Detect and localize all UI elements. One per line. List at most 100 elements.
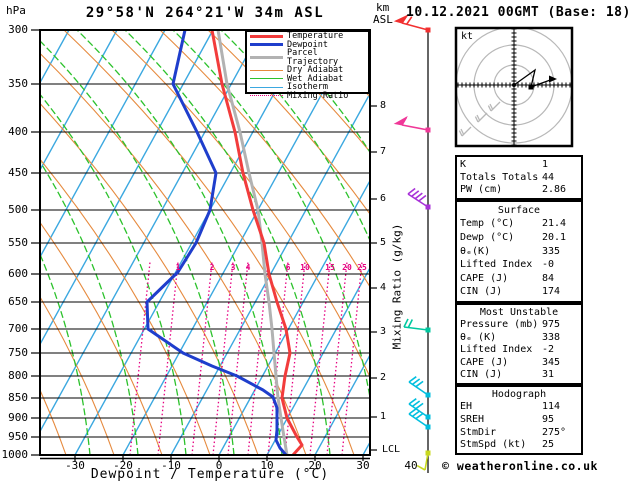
legend-item: Dry Adiabat — [247, 66, 368, 75]
legend-item: Wet Adiabat — [247, 73, 368, 84]
index-value: 44 — [542, 171, 555, 183]
pressure-tick-label: 1000 — [1, 448, 29, 461]
hodograph-kt-label: kt — [461, 31, 474, 42]
km-tick-label: 3 — [380, 326, 387, 337]
pressure-tick-label: 350 — [8, 77, 28, 90]
pressure-tick-label: 750 — [8, 346, 28, 359]
lcl-label: LCL — [382, 444, 401, 455]
km-tick-label: 8 — [380, 100, 387, 111]
km-tick-label: 5 — [380, 237, 387, 248]
index-panel-title: Hodograph — [491, 388, 547, 400]
index-label: StmDir — [460, 426, 497, 438]
pressure-tick-label: 550 — [8, 236, 28, 249]
index-label: Dewp (°C) — [460, 231, 515, 243]
hodograph-ghost-barb — [458, 126, 472, 137]
index-panel-row: SREH 95 — [457, 414, 581, 425]
temperature-tick-label: -30 — [65, 459, 85, 472]
pressure-tick-label: 500 — [8, 203, 28, 216]
legend-item-label: Wet Adiabat — [287, 73, 344, 84]
legend-line-sample — [250, 95, 283, 97]
mixing-ratio-axis-label: Mixing Ratio (g/kg) — [390, 223, 404, 350]
index-label: CAPE (J) — [460, 356, 509, 368]
temperature-tick-label: -10 — [161, 459, 181, 472]
index-panel-row: EH 114 — [457, 402, 581, 412]
index-value: 31 — [542, 369, 555, 381]
x-axis-label: Dewpoint / Temperature (°C) — [90, 467, 330, 482]
index-value: 20.1 — [542, 231, 567, 243]
legend-box: Temperature Dewpoint Parcel Trajectory Dry … — [245, 30, 370, 100]
hodograph-trace — [513, 68, 554, 89]
index-label: EH — [460, 401, 473, 413]
index-value: 174 — [542, 286, 561, 298]
index-panel-row: StmDir 275° — [457, 426, 581, 438]
pressure-tick-label: 900 — [8, 411, 28, 424]
temperature-tick-label: 20 — [308, 459, 322, 472]
index-label: K — [460, 158, 467, 170]
legend-line-sample — [250, 86, 283, 88]
parcel-trajectory-curve — [216, 29, 289, 455]
hodograph-ghost-barb — [474, 112, 488, 123]
pressure-tick-label: 850 — [8, 391, 28, 404]
legend-item-label: Mixing Ratio — [287, 90, 349, 101]
index-panel-row: CIN (J) 31 — [457, 370, 581, 380]
index-panel-row: CAPE (J) 84 — [457, 272, 581, 284]
pressure-tick-label: 700 — [8, 322, 28, 335]
temperature-tick-label: 0 — [215, 459, 223, 472]
index-value: 975 — [542, 319, 561, 331]
index-label: CAPE (J) — [460, 272, 509, 284]
index-panel-title: Surface — [497, 204, 541, 216]
index-panel-row: Dewp (°C) 20.1 — [457, 231, 581, 243]
index-label: θₑ (K) — [460, 331, 497, 343]
legend-item: Parcel Trajectory — [247, 49, 368, 66]
hodograph-ghost-barb — [487, 101, 501, 112]
mixing-ratio-value-label: 20 — [342, 263, 352, 272]
pressure-tick-label: 450 — [8, 166, 28, 179]
wind-barb — [408, 376, 431, 398]
legend-item: Mixing Ratio — [247, 90, 368, 101]
index-panel-row: θₑ(K) 335 — [457, 245, 581, 257]
hodograph — [454, 26, 574, 148]
pressure-tick-label: 950 — [8, 430, 28, 443]
index-value: 338 — [542, 331, 561, 343]
wind-barb — [393, 14, 431, 33]
legend-item-label: Dewpoint — [287, 39, 328, 50]
legend-item: Dewpoint — [247, 39, 368, 50]
index-panel-row: CAPE (J) 345 — [457, 356, 581, 368]
mixing-ratio-value-label: 15 — [325, 263, 335, 272]
sounding-curves — [145, 29, 304, 455]
index-value: 25 — [542, 439, 555, 451]
temperature-tick-label: 30 — [356, 459, 370, 472]
index-value: 2.86 — [542, 184, 567, 196]
legend-line-sample — [250, 43, 283, 47]
index-value: -2 — [542, 344, 555, 356]
temperature-tick-label: 40 — [404, 459, 418, 472]
wind-barb-column — [393, 14, 431, 473]
index-panel: Hodograph EH 114 SREH 95 StmDir 275° StmSpd (kt… — [455, 385, 583, 455]
pressure-unit-label: hPa — [6, 4, 26, 17]
mixing-ratio-value-label: 1 — [175, 263, 181, 272]
index-value: 114 — [542, 401, 561, 413]
km-tick-label: 7 — [380, 146, 387, 157]
legend-line-sample — [250, 78, 283, 80]
wind-barb — [408, 408, 431, 430]
legend-line-sample — [250, 34, 283, 38]
index-label: θₑ(K) — [460, 245, 491, 257]
pressure-tick-label: 300 — [8, 23, 28, 36]
legend-item-label: Parcel Trajectory — [287, 48, 339, 67]
date-title: 10.12.2021 00GMT (Base: 18) — [406, 5, 629, 20]
index-label: StmSpd (kt) — [460, 439, 527, 451]
index-panel: K 1 Totals Totals 44 PW (cm) 2.86 — [455, 155, 583, 200]
index-panel-row: CIN (J) 174 — [457, 287, 581, 297]
index-panel: Surface Temp (°C) 21.4 Dewp (°C) 20.1 θₑ(K) 33… — [455, 200, 583, 303]
index-panel: Most Unstable Pressure (mb) 975 θₑ (K) 338 Li… — [455, 303, 583, 385]
temperature-tick-label: -20 — [113, 459, 133, 472]
index-panel-row: Lifted Index -2 — [457, 345, 581, 355]
index-panel-row: Temp (°C) 21.4 — [457, 219, 581, 229]
index-panel-title: Most Unstable — [479, 306, 559, 318]
asl-unit-label: ASL — [373, 13, 393, 26]
index-label: CIN (J) — [460, 369, 503, 381]
legend-line-sample — [250, 69, 283, 71]
index-value: 275° — [542, 426, 567, 438]
